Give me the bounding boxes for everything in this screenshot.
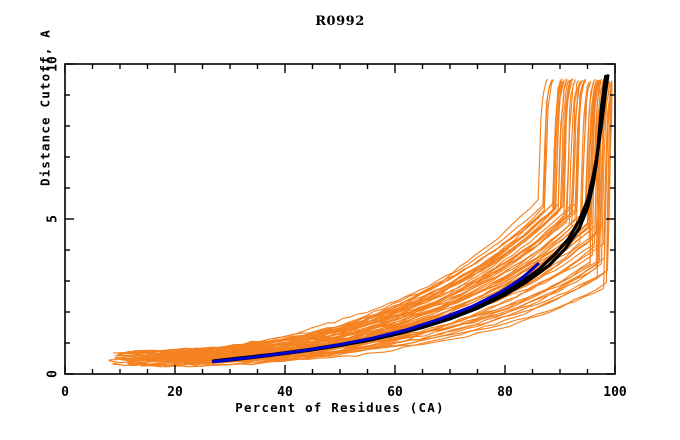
x-tick-label: 60 [387,385,403,400]
prediction-curve [185,78,563,355]
y-tick-label: 5 [46,215,61,223]
prediction-curve [113,83,611,367]
prediction-curve [130,79,566,355]
prediction-curve [171,80,581,358]
prediction-curve [139,79,571,354]
prediction-curve [118,81,565,355]
prediction-curve [115,79,599,359]
prediction-curve [152,81,600,364]
prediction-curve [114,82,595,359]
y-tick-label: 0 [46,370,61,378]
prediction-curve [159,79,553,354]
x-axis-label: Percent of Residues (CA) [235,400,445,415]
page-title: R0992 [315,14,365,29]
x-tick-label: 100 [603,385,627,400]
prediction-curve [146,81,576,357]
axis-group [64,63,616,375]
x-tick-label: 80 [497,385,513,400]
x-tick-label: 20 [167,385,183,400]
prediction-curve [112,80,562,355]
prediction-curve [138,82,613,367]
x-tick-label: 40 [277,385,293,400]
prediction-curve [132,79,554,352]
prediction-curve [121,81,592,361]
prediction-curve [178,81,581,355]
prediction-curve [169,79,554,354]
y-tick-label: 10 [46,56,61,72]
reference-curves-group [211,74,610,364]
reference-curve-highlight-blue [212,262,540,364]
x-tick-label: 0 [61,385,69,400]
prediction-curve [108,82,590,364]
prediction-curve [165,78,574,355]
prediction-curve [122,78,602,363]
tick-labels-group: 0 20 40 60 80 100 0 5 10 [46,56,627,400]
prediction-curve [177,78,549,351]
prediction-curves-group [108,78,613,368]
reference-curve-reference-black-lower [211,74,608,364]
